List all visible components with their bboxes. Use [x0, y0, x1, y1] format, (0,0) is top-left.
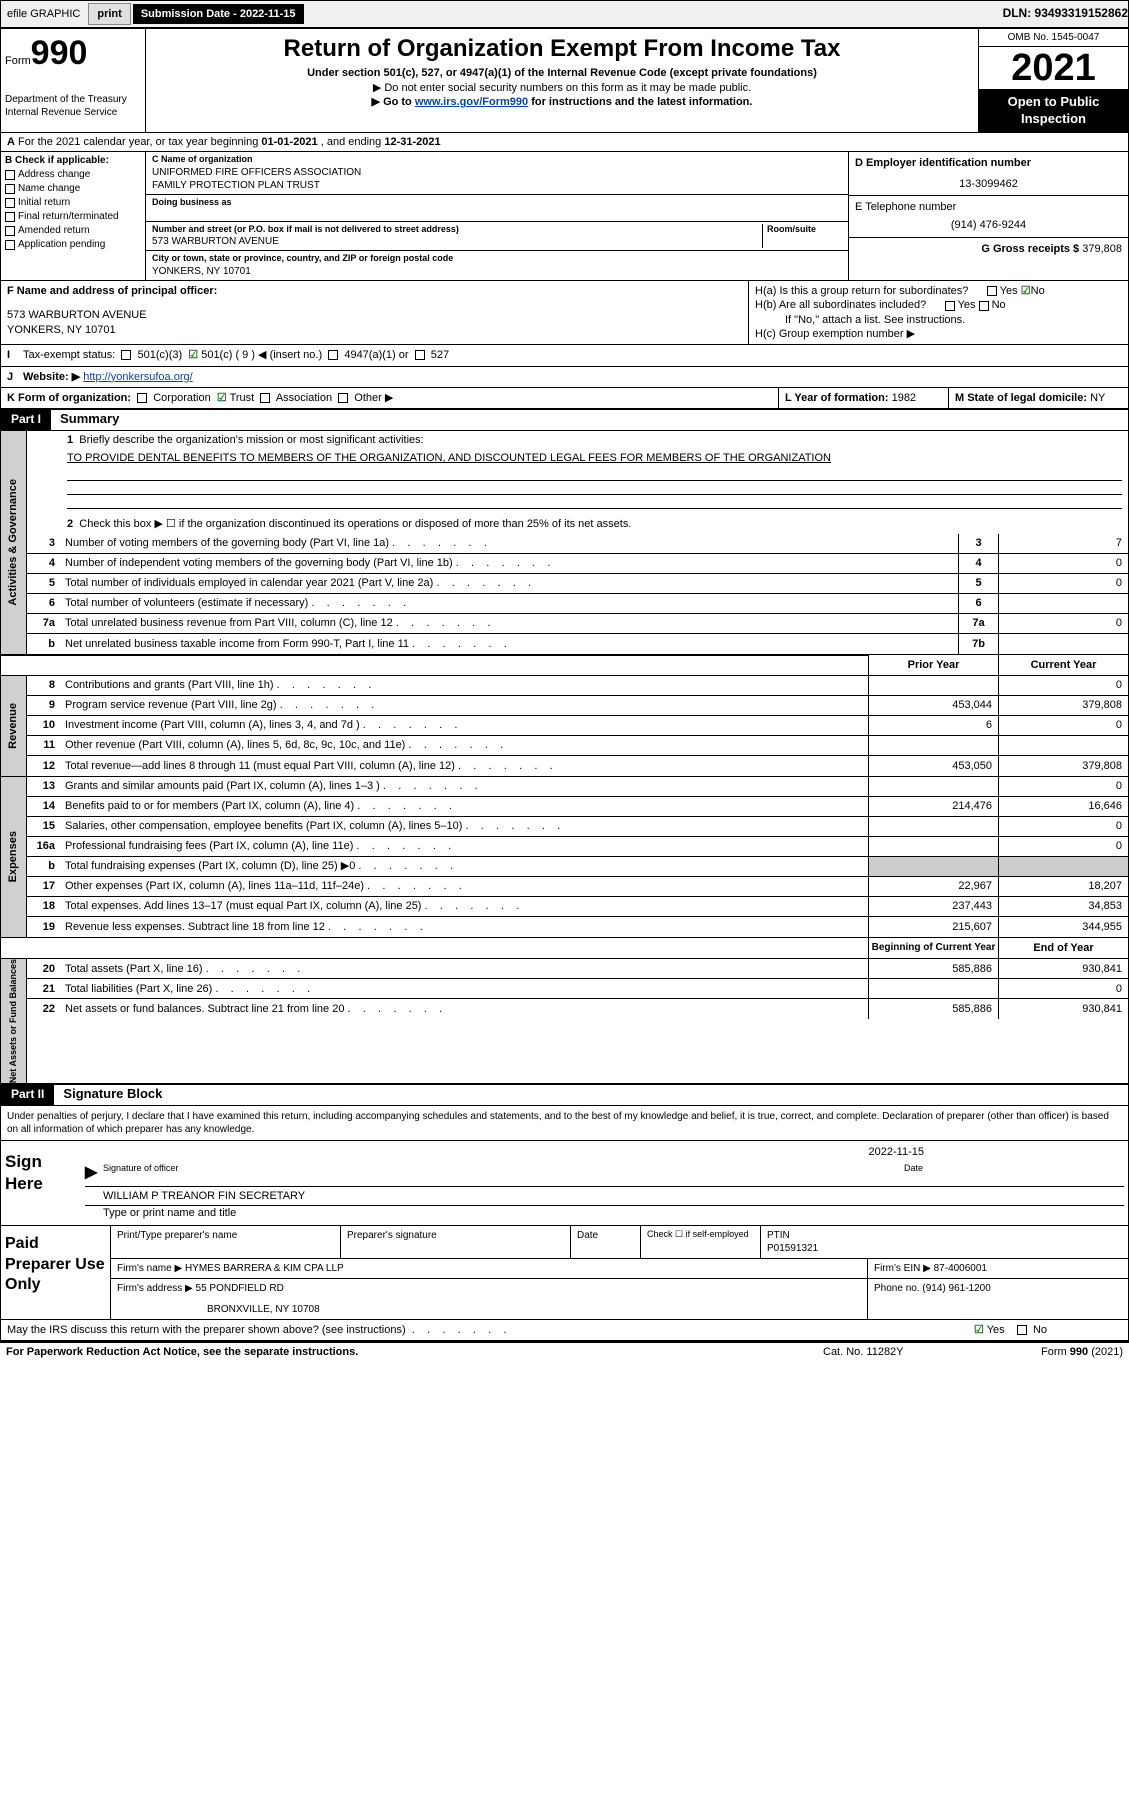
open-to-public: Open to Public Inspection [979, 89, 1128, 132]
section-b: B Check if applicable: Address change Na… [1, 152, 1128, 281]
form-number: Form990 [5, 31, 141, 75]
dept-treasury: Department of the Treasury [5, 93, 141, 106]
gov-line-7a: 7aTotal unrelated business revenue from … [27, 614, 1128, 634]
check-application[interactable]: Application pending [5, 238, 141, 251]
ein: 13-3099462 [855, 177, 1122, 191]
hc-group-exemption: H(c) Group exemption number ▶ [755, 327, 1122, 341]
firm-name: HYMES BARRERA & KIM CPA LLP [185, 1263, 344, 1274]
line-20: 20Total assets (Part X, line 16)585,8869… [27, 959, 1128, 979]
col-b-checks: B Check if applicable: Address change Na… [1, 152, 146, 280]
subtitle-2: ▶ Do not enter social security numbers o… [152, 81, 972, 95]
year-formation: 1982 [892, 392, 916, 404]
net-assets-section: Net Assets or Fund Balances 20Total asse… [1, 959, 1128, 1084]
line-12: 12Total revenue—add lines 8 through 11 (… [27, 756, 1128, 776]
firm-addr2: BRONXVILLE, NY 10708 [117, 1303, 861, 1316]
check-name-change[interactable]: Name change [5, 182, 141, 195]
part-2-header: Part II Signature Block [1, 1084, 1128, 1106]
irs-link[interactable]: www.irs.gov/Form990 [415, 96, 528, 108]
firm-ein: 87-4006001 [934, 1263, 987, 1274]
gross-receipts: 379,808 [1082, 243, 1122, 255]
may-irs-row: May the IRS discuss this return with the… [1, 1320, 1128, 1342]
line-17: 17Other expenses (Part IX, column (A), l… [27, 877, 1128, 897]
org-name-2: FAMILY PROTECTION PLAN TRUST [152, 179, 842, 192]
form-header: Form990 Department of the Treasury Inter… [1, 29, 1128, 133]
part-1-header: Part I Summary [1, 409, 1128, 431]
irs-label: Internal Revenue Service [5, 106, 141, 119]
row-i-tax-status: I Tax-exempt status: 501(c)(3) ☑ 501(c) … [1, 345, 1128, 366]
line-11: 11Other revenue (Part VIII, column (A), … [27, 736, 1128, 756]
col-b-org: C Name of organization UNIFORMED FIRE OF… [146, 152, 848, 280]
hb-subordinates: H(b) Are all subordinates included? Yes … [755, 298, 1122, 312]
gov-line-3: 3Number of voting members of the governi… [27, 534, 1128, 554]
officer-addr2: YONKERS, NY 10701 [7, 323, 742, 337]
header-left: Form990 Department of the Treasury Inter… [1, 29, 146, 132]
gov-line-6: 6Total number of volunteers (estimate if… [27, 594, 1128, 614]
cat-number: Cat. No. 11282Y [823, 1345, 983, 1359]
officer-addr1: 573 WARBURTON AVENUE [7, 308, 742, 322]
col-b-right: D Employer identification number 13-3099… [848, 152, 1128, 280]
row-a-period: A For the 2021 calendar year, or tax yea… [1, 133, 1128, 152]
dln-number: DLN: 93493319152862 [1003, 6, 1128, 22]
firm-phone: (914) 961-1200 [922, 1283, 990, 1294]
line-14: 14Benefits paid to or for members (Part … [27, 797, 1128, 817]
footer: For Paperwork Reduction Act Notice, see … [0, 1343, 1129, 1361]
line-16a: 16aProfessional fundraising fees (Part I… [27, 837, 1128, 857]
line-15: 15Salaries, other compensation, employee… [27, 817, 1128, 837]
section-f-h: F Name and address of principal officer:… [1, 281, 1128, 345]
gov-line-4: 4Number of independent voting members of… [27, 554, 1128, 574]
telephone: (914) 476-9244 [855, 218, 1122, 232]
paid-preparer: Paid Preparer Use Only Print/Type prepar… [1, 1226, 1128, 1320]
state-domicile: NY [1090, 392, 1105, 404]
subtitle-1: Under section 501(c), 527, or 4947(a)(1)… [152, 66, 972, 80]
line-18: 18Total expenses. Add lines 13–17 (must … [27, 897, 1128, 917]
ptin: P01591321 [767, 1243, 818, 1254]
omb-number: OMB No. 1545-0047 [979, 29, 1128, 47]
street-address: 573 WARBURTON AVENUE [152, 235, 762, 248]
line-22: 22Net assets or fund balances. Subtract … [27, 999, 1128, 1019]
declaration-text: Under penalties of perjury, I declare th… [1, 1106, 1128, 1140]
city-state-zip: YONKERS, NY 10701 [152, 265, 842, 278]
begin-end-header: Beginning of Current Year End of Year [1, 938, 1128, 959]
line-b: bTotal fundraising expenses (Part IX, co… [27, 857, 1128, 877]
expenses-section: Expenses 13Grants and similar amounts pa… [1, 777, 1128, 938]
subtitle-3: ▶ Go to www.irs.gov/Form990 for instruct… [152, 95, 972, 109]
check-final-return[interactable]: Final return/terminated [5, 210, 141, 223]
website-link[interactable]: http://yonkersufoa.org/ [83, 371, 192, 383]
form-990: Form990 Department of the Treasury Inter… [0, 28, 1129, 1343]
ha-group-return: H(a) Is this a group return for subordin… [755, 284, 1122, 298]
efile-label: efile GRAPHIC [1, 4, 86, 24]
sig-date: 2022-11-15 [85, 1145, 1124, 1159]
check-address-change[interactable]: Address change [5, 168, 141, 181]
line-8: 8Contributions and grants (Part VIII, li… [27, 676, 1128, 696]
header-right: OMB No. 1545-0047 2021 Open to Public In… [978, 29, 1128, 132]
submission-date: Submission Date - 2022-11-15 [133, 4, 304, 24]
row-j-website: J Website: ▶ http://yonkersufoa.org/ [1, 367, 1128, 388]
form-title: Return of Organization Exempt From Incom… [152, 33, 972, 64]
line-10: 10Investment income (Part VIII, column (… [27, 716, 1128, 736]
tax-year: 2021 [979, 47, 1128, 89]
gov-line-b: bNet unrelated business taxable income f… [27, 634, 1128, 654]
line-13: 13Grants and similar amounts paid (Part … [27, 777, 1128, 797]
org-name-1: UNIFORMED FIRE OFFICERS ASSOCIATION [152, 166, 842, 179]
officer-name: WILLIAM P TREANOR FIN SECRETARY [85, 1189, 1124, 1203]
line-21: 21Total liabilities (Part X, line 26)0 [27, 979, 1128, 999]
check-initial-return[interactable]: Initial return [5, 196, 141, 209]
revenue-section: Revenue 8Contributions and grants (Part … [1, 676, 1128, 777]
header-mid: Return of Organization Exempt From Incom… [146, 29, 978, 132]
activities-governance: Activities & Governance 1 Briefly descri… [1, 431, 1128, 655]
check-amended[interactable]: Amended return [5, 224, 141, 237]
top-bar: efile GRAPHIC print Submission Date - 20… [0, 0, 1129, 28]
line-9: 9Program service revenue (Part VIII, lin… [27, 696, 1128, 716]
line-19: 19Revenue less expenses. Subtract line 1… [27, 917, 1128, 937]
print-button[interactable]: print [88, 3, 130, 25]
prior-current-header: Prior Year Current Year [1, 655, 1128, 676]
firm-addr1: 55 PONDFIELD RD [196, 1283, 284, 1294]
row-k-form-org: K Form of organization: Corporation ☑ Tr… [1, 388, 1128, 409]
mission-text: TO PROVIDE DENTAL BENEFITS TO MEMBERS OF… [67, 452, 831, 464]
gov-line-5: 5Total number of individuals employed in… [27, 574, 1128, 594]
sign-here: Sign Here 2022-11-15 ▶ Signature of offi… [1, 1140, 1128, 1226]
